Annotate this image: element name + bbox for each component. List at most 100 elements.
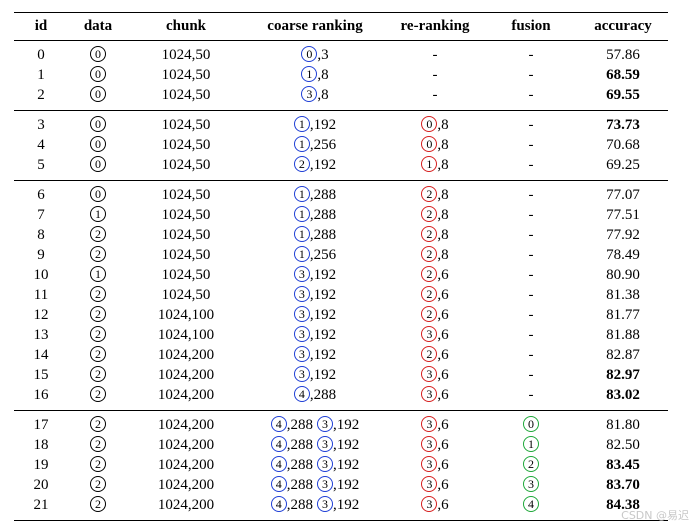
table-cell: 1024,50 xyxy=(161,87,211,103)
cell-text: ,192 xyxy=(333,417,360,433)
table-cell: 9 xyxy=(37,247,45,263)
accuracy-value: 77.51 xyxy=(606,207,640,223)
circled-item: 3,6 xyxy=(421,416,449,433)
cell-text: ,3 xyxy=(317,47,329,63)
circled-item: 4 xyxy=(523,496,539,513)
circled-number: 3 xyxy=(523,476,539,492)
table-cell: 0,8 xyxy=(386,135,484,155)
cell-text: ,288 xyxy=(286,477,313,493)
circled-number: 3 xyxy=(317,476,333,492)
table-row: 7 1 1024,50 1,288 2,8-77.51 xyxy=(14,205,668,225)
accuracy-value: 69.25 xyxy=(606,157,640,173)
table-cell: 3,192 xyxy=(244,305,386,325)
table-cell: 2,6 xyxy=(386,285,484,305)
cell-text: ,6 xyxy=(437,287,449,303)
table-cell: 80.90 xyxy=(578,265,668,285)
table-cell: 1024,50 xyxy=(161,227,211,243)
accuracy-value: 83.02 xyxy=(606,387,640,403)
circled-item: 3,6 xyxy=(421,496,449,513)
table-cell: - xyxy=(528,247,534,263)
table-cell: 2 xyxy=(68,305,128,325)
accuracy-value: 83.70 xyxy=(606,477,640,493)
circled-number: 2 xyxy=(90,456,106,472)
accuracy-value: 84.38 xyxy=(606,497,640,513)
table-cell: - xyxy=(528,367,534,383)
circled-item: 2,8 xyxy=(421,246,449,263)
cell-text: ,6 xyxy=(437,497,449,513)
circled-number: 3 xyxy=(317,456,333,472)
table-cell: 2,8 xyxy=(386,205,484,225)
cell-text: ,192 xyxy=(333,497,360,513)
circled-item: 4,288 xyxy=(270,416,313,433)
circled-item: 2,6 xyxy=(421,346,449,363)
cell-text: ,192 xyxy=(309,267,337,283)
circled-item: 3,8 xyxy=(301,86,329,103)
row-group: 0 0 1024,50 0,3- -57.86 1 0 1024,50 1,8- -68.59 2 0… xyxy=(14,41,668,111)
table-cell: - xyxy=(528,157,534,173)
table-cell: 2,6 xyxy=(386,265,484,285)
table-cell: - xyxy=(432,47,438,63)
circled-number: 2 xyxy=(421,266,438,282)
table-cell: 1024,50 xyxy=(128,180,244,205)
circled-item: 1 xyxy=(90,206,106,223)
table-cell: - xyxy=(528,87,534,103)
table-cell: 2 xyxy=(68,225,128,245)
circled-number: 1 xyxy=(523,436,539,452)
table-cell: - xyxy=(528,207,534,223)
table-cell: 15 xyxy=(33,367,49,383)
circled-item: 1 xyxy=(523,436,539,453)
cell-text: ,6 xyxy=(437,267,449,283)
table-row: 20 2 1024,200 4,288 3,192 3,6 3 83.70 xyxy=(14,475,668,495)
table-cell: 2 xyxy=(68,285,128,305)
table-row: 14 2 1024,200 3,192 2,6-82.87 xyxy=(14,345,668,365)
circled-number: 0 xyxy=(90,46,106,62)
circled-item: 2 xyxy=(523,456,539,473)
results-table: id data chunk coarse ranking re-ranking fusio… xyxy=(14,12,668,521)
table-row: 16 2 1024,200 4,288 3,6 - 83.02 xyxy=(14,385,668,411)
table-cell: - xyxy=(528,47,534,63)
circled-number: 3 xyxy=(421,366,438,382)
cell-text: ,256 xyxy=(309,137,337,153)
accuracy-value: 81.80 xyxy=(606,417,640,433)
table-cell: 81.88 xyxy=(578,325,668,345)
table-cell: 20 xyxy=(33,477,49,493)
row-group: 3 0 1024,50 1,192 0,8-73.73 4 0 1024,50 1,256 0,8… xyxy=(14,110,668,181)
table-cell: 2,6 xyxy=(386,345,484,365)
table-cell: 1,288 xyxy=(244,225,386,245)
table-cell: 82.97 xyxy=(578,365,668,385)
table-cell: 1024,50 xyxy=(161,157,211,173)
table-cell: 0 xyxy=(68,85,128,111)
circled-number: 2 xyxy=(90,306,106,322)
circled-item: 1,288 xyxy=(293,226,336,243)
table-cell: - xyxy=(528,307,534,323)
circled-number: 0 xyxy=(301,46,318,62)
cell-text: ,192 xyxy=(309,287,337,303)
circled-item: 2,8 xyxy=(421,186,449,203)
table-row: 5 0 1024,50 2,192 1,8 - 69.25 xyxy=(14,155,668,181)
cell-text: ,192 xyxy=(309,117,337,133)
table-cell: 0 xyxy=(37,47,45,63)
table-cell: 13 xyxy=(33,327,49,343)
table-cell: 1024,100 xyxy=(157,327,215,343)
table-cell: 1,256 xyxy=(244,135,386,155)
table-cell: 1024,100 xyxy=(157,307,215,323)
circled-number: 3 xyxy=(421,386,438,402)
table-cell: - xyxy=(528,347,534,363)
table-cell: 1024,200 xyxy=(157,387,215,403)
table-cell: - xyxy=(484,180,578,205)
table-cell: 1024,50 xyxy=(161,137,211,153)
circled-number: 0 xyxy=(523,416,539,432)
table-cell: 1024,200 xyxy=(157,437,215,453)
circled-item: 1,8 xyxy=(301,66,329,83)
circled-item: 3,192 xyxy=(293,306,336,323)
table-cell: 3,192 xyxy=(244,345,386,365)
cell-text: ,288 xyxy=(309,187,337,203)
table-cell: 3,6 xyxy=(386,455,484,475)
table-cell: 3,6 xyxy=(386,365,484,385)
table-cell: 2 xyxy=(484,455,578,475)
circled-number: 2 xyxy=(90,326,106,342)
cell-text: ,192 xyxy=(309,367,337,383)
cell-text: ,192 xyxy=(333,437,360,453)
table-cell: 73.73 xyxy=(578,110,668,135)
table-cell: 2 xyxy=(68,435,128,455)
